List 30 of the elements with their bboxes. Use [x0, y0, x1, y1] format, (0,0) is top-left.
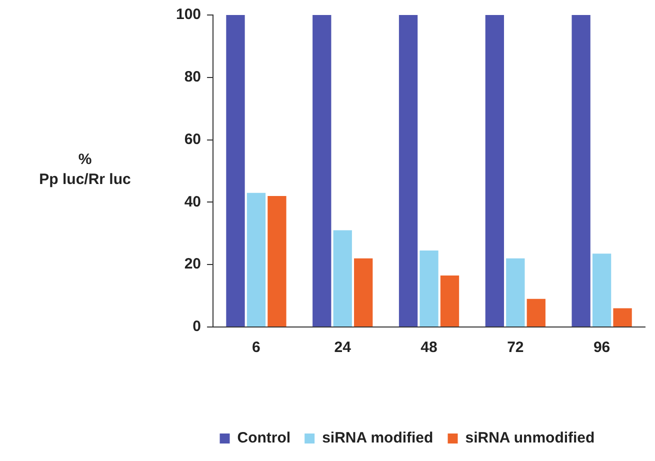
x-tick-label: 6	[252, 339, 260, 356]
y-tick-label: 60	[184, 130, 202, 148]
x-tick-label: 48	[420, 339, 438, 356]
x-tick-label: 96	[593, 339, 610, 356]
y-tick-label: 40	[184, 193, 202, 210]
y-axis-title: % Pp luc/Rr luc	[38, 150, 132, 190]
bar	[268, 196, 286, 326]
y-tick-label: 80	[184, 68, 202, 86]
bar	[592, 254, 612, 326]
bar	[420, 250, 438, 326]
bar	[572, 15, 590, 326]
x-tick-label: 24	[334, 339, 352, 356]
bar	[246, 192, 266, 326]
bar	[526, 298, 546, 326]
bar	[226, 15, 245, 326]
bar	[506, 258, 525, 326]
bar	[398, 15, 418, 326]
legend-label: Control	[237, 430, 291, 447]
bar	[440, 276, 460, 326]
legend-label: siRNA unmodified	[465, 430, 595, 447]
bar	[333, 230, 352, 326]
y-tick-label: 20	[184, 256, 202, 273]
bar	[485, 15, 504, 326]
bar	[312, 15, 332, 326]
legend-label: siRNA modified	[322, 430, 434, 447]
y-tick-label: 100	[176, 6, 202, 24]
y-tick-label: 0	[192, 318, 202, 336]
x-tick-label: 72	[507, 339, 524, 356]
bar	[613, 308, 632, 326]
bar	[354, 258, 373, 326]
